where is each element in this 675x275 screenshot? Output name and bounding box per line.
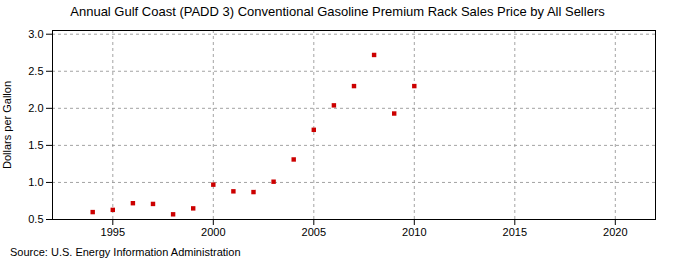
svg-text:2020: 2020 [603, 226, 627, 238]
svg-text:2010: 2010 [402, 226, 426, 238]
svg-text:3.0: 3.0 [28, 28, 43, 40]
svg-text:0.5: 0.5 [28, 213, 43, 225]
svg-text:1995: 1995 [101, 226, 125, 238]
html-text:Annual Gulf Coast (PADD 3) Con: Annual Gulf Coast (PADD 3) Conventional … [70, 4, 605, 19]
svg-text:2.5: 2.5 [28, 65, 43, 77]
svg-text:1.5: 1.5 [28, 139, 43, 151]
svg-text:2005: 2005 [302, 226, 326, 238]
html-text:Source: U.S. Energy Informatio: Source: U.S. Energy Information Administ… [10, 246, 241, 258]
svg-text:2015: 2015 [503, 226, 527, 238]
svg-text:Dollars per Gallon: Dollars per Gallon [1, 81, 13, 169]
svg-text:2.0: 2.0 [28, 102, 43, 114]
svg-text:2000: 2000 [201, 226, 225, 238]
svg-text:1.0: 1.0 [28, 176, 43, 188]
